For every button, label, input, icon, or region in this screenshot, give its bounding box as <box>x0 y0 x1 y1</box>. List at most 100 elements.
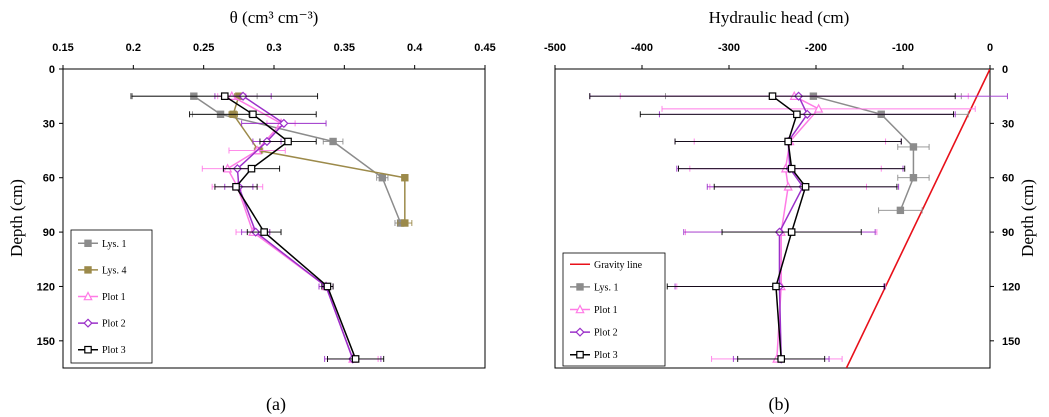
legend-label: Plot 3 <box>594 350 618 361</box>
series-gravity-line <box>845 69 990 368</box>
series-line <box>776 95 820 359</box>
legend-label: Plot 3 <box>102 345 126 356</box>
series-plot-3 <box>589 92 956 363</box>
plot-frame <box>554 68 991 369</box>
legend: Gravity line Lys. 1 Plot 1 Plot 2 Plot 3 <box>562 252 666 367</box>
y-tick-label: 120 <box>37 281 55 293</box>
y-tick-label: 0 <box>49 64 55 76</box>
legend-label: Plot 1 <box>594 305 618 316</box>
data-point <box>279 118 289 129</box>
x-tick-label: -400 <box>631 42 653 54</box>
panel-label: (a) <box>266 394 286 415</box>
legend-item: Plot 1 <box>570 304 618 316</box>
series-line <box>778 95 809 359</box>
data-point <box>260 228 268 236</box>
data-point <box>329 137 337 146</box>
y-tick-label: 150 <box>1002 336 1020 348</box>
legend-label: Lys. 1 <box>102 239 126 250</box>
legend-label: Gravity line <box>594 260 643 271</box>
x-tick-label: 0.2 <box>126 42 141 54</box>
data-point <box>232 182 240 191</box>
y-tick-label: 90 <box>1002 227 1014 239</box>
x-tick-label: 0.35 <box>334 42 355 54</box>
legend-label: Lys. 1 <box>594 282 618 293</box>
legend-item: Plot 3 <box>570 350 618 361</box>
data-point <box>909 174 918 182</box>
series-plot-1 <box>619 90 976 363</box>
y-tick-label: 60 <box>43 173 55 185</box>
legend-swatch-marker <box>575 327 585 337</box>
legend-label: Lys. 4 <box>102 265 126 276</box>
data-point <box>777 355 786 363</box>
x-tick-label: -500 <box>544 42 566 54</box>
data-point <box>784 137 792 146</box>
data-point <box>284 137 292 146</box>
legend-item: Lys. 4 <box>78 265 126 276</box>
legend: Lys. 1 Lys. 4 Plot 1 Plot 2 Plot 3 <box>70 229 153 364</box>
data-point <box>401 219 409 227</box>
data-point <box>813 103 824 113</box>
legend-swatch-marker <box>83 318 93 328</box>
data-point <box>801 182 810 191</box>
series-line <box>193 95 402 224</box>
chart-panel-a: 0.15 0.2 0.25 0.3 0.35 0.4 0.45 0 30 60 90 120 150 θ … <box>7 8 496 415</box>
legend-swatch-marker <box>84 266 92 274</box>
x-tick-label: 0.3 <box>266 42 281 54</box>
legend-item: Lys. 1 <box>78 239 126 250</box>
legend-item: Plot 3 <box>78 345 126 356</box>
data-point <box>787 228 796 236</box>
series-plot-1 <box>201 90 379 363</box>
legend-swatch-marker <box>576 350 584 359</box>
data-point <box>909 143 918 151</box>
data-point <box>896 206 905 215</box>
data-point <box>772 282 780 291</box>
series-plot-3 <box>131 92 385 363</box>
x-tick-label: 0.25 <box>193 42 214 54</box>
data-point <box>378 174 387 182</box>
legend-label: Plot 2 <box>102 319 126 330</box>
series-line <box>232 95 406 224</box>
series-line <box>236 95 354 360</box>
x-tick-label: 0.45 <box>474 42 495 54</box>
x-tick-label: 0.4 <box>407 42 423 54</box>
y-tick-label: 150 <box>37 336 55 348</box>
data-point <box>768 92 777 100</box>
series-line <box>772 95 807 359</box>
data-point <box>401 174 409 182</box>
data-point <box>249 110 257 119</box>
legend-swatch-marker <box>84 345 92 354</box>
y-axis-title: Depth (cm) <box>7 179 26 257</box>
chart-panel-b: -500 -400 -300 -200 -100 00 30 60 90 120 150 Hydrau… <box>544 8 1037 415</box>
legend-item: Plot 1 <box>78 291 126 303</box>
x-tick-label: -100 <box>892 42 914 54</box>
y-tick-label: 90 <box>43 227 55 239</box>
x-axis-title: θ (cm³ cm⁻³) <box>230 8 319 27</box>
legend-swatch-marker <box>84 239 92 248</box>
legend-label: Plot 1 <box>102 292 126 303</box>
y-tick-label: 30 <box>1002 118 1014 130</box>
y-tick-label: 60 <box>1002 173 1014 185</box>
y-tick-label: 0 <box>1002 64 1008 76</box>
legend-item: Plot 2 <box>78 318 126 330</box>
data-point <box>247 164 256 173</box>
legend-item: Lys. 1 <box>570 282 618 293</box>
x-tick-label: 0 <box>987 42 993 54</box>
x-tick-label: -300 <box>718 42 740 54</box>
y-tick-label: 120 <box>1002 281 1020 293</box>
legend-item: Gravity line <box>570 260 643 271</box>
series-line <box>224 95 357 360</box>
data-point <box>323 282 332 291</box>
y-tick-label: 30 <box>43 118 55 130</box>
y-axis-title: Depth (cm) <box>1018 179 1037 257</box>
series-line <box>845 69 990 368</box>
series-line <box>226 95 354 360</box>
x-axis-title: Hydraulic head (cm) <box>709 8 850 27</box>
legend-swatch-marker <box>576 283 584 291</box>
data-point <box>351 355 360 363</box>
series-line <box>813 95 915 211</box>
data-point <box>220 92 229 100</box>
legend-swatch-marker <box>83 291 93 301</box>
x-tick-label: -200 <box>805 42 827 54</box>
legend-item: Plot 2 <box>570 327 618 339</box>
